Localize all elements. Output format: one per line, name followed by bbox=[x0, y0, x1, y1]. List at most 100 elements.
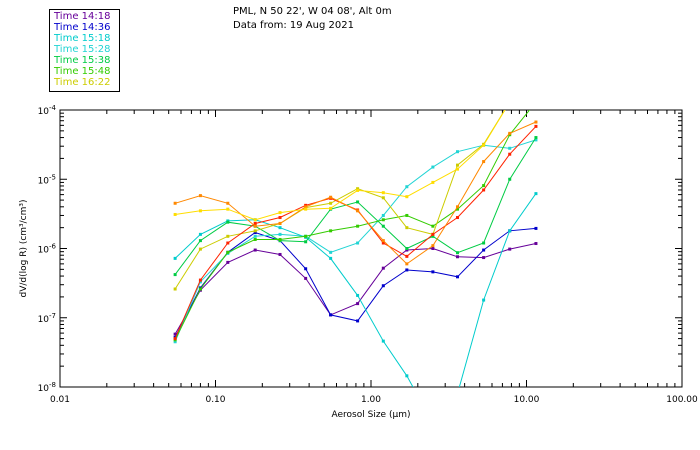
data-point bbox=[198, 287, 202, 291]
data-point bbox=[534, 242, 538, 246]
data-point bbox=[356, 200, 360, 204]
data-point bbox=[278, 232, 282, 236]
data-point bbox=[456, 392, 459, 395]
data-point bbox=[508, 229, 512, 233]
data-point bbox=[278, 221, 282, 225]
data-point bbox=[508, 247, 512, 251]
data-point bbox=[431, 232, 435, 236]
data-point bbox=[356, 188, 360, 192]
data-point bbox=[278, 226, 282, 230]
data-point bbox=[173, 332, 177, 336]
data-point bbox=[482, 160, 486, 164]
data-point bbox=[381, 284, 385, 288]
data-point bbox=[173, 212, 177, 216]
data-point bbox=[278, 237, 282, 241]
data-point bbox=[329, 201, 333, 205]
data-point bbox=[456, 255, 460, 259]
data-point bbox=[356, 319, 360, 323]
data-point bbox=[329, 313, 333, 317]
data-point bbox=[356, 302, 360, 306]
series-line-2 bbox=[174, 227, 536, 338]
data-point bbox=[534, 120, 538, 124]
legend-entry-1: Time 14:18 bbox=[54, 11, 111, 22]
data-point bbox=[226, 241, 230, 245]
data-point bbox=[534, 101, 537, 104]
data-point bbox=[456, 216, 460, 220]
data-point bbox=[278, 216, 282, 220]
data-point bbox=[381, 266, 385, 270]
data-point bbox=[198, 280, 202, 284]
data-point bbox=[482, 184, 486, 188]
data-point bbox=[456, 205, 460, 209]
data-point bbox=[226, 207, 230, 211]
data-point bbox=[356, 293, 360, 297]
x-axis-label: Aerosol Size (μm) bbox=[332, 410, 411, 420]
data-point bbox=[173, 273, 177, 277]
data-point bbox=[253, 229, 257, 233]
data-point bbox=[173, 256, 177, 260]
data-point bbox=[534, 192, 538, 196]
data-point bbox=[482, 241, 486, 245]
data-point bbox=[431, 422, 434, 425]
y-tick-label: 10-8 bbox=[38, 381, 56, 394]
data-point bbox=[534, 138, 538, 142]
data-point bbox=[356, 241, 360, 245]
data-point bbox=[253, 237, 257, 241]
data-point bbox=[431, 224, 435, 228]
data-point bbox=[356, 209, 360, 213]
data-point bbox=[405, 195, 409, 199]
data-point bbox=[482, 298, 486, 302]
data-point bbox=[431, 165, 435, 169]
x-tick-label: 10.00 bbox=[514, 395, 540, 405]
data-point bbox=[405, 262, 409, 266]
data-point bbox=[405, 374, 409, 378]
data-point bbox=[405, 247, 409, 250]
data-point bbox=[173, 337, 177, 341]
data-point bbox=[381, 196, 385, 200]
data-point bbox=[508, 177, 512, 181]
data-point bbox=[329, 256, 333, 260]
x-tick-label: 100.00 bbox=[666, 395, 698, 405]
data-point bbox=[405, 268, 409, 272]
data-point bbox=[405, 213, 409, 217]
data-point bbox=[482, 143, 486, 147]
data-point bbox=[173, 287, 177, 291]
data-point bbox=[381, 213, 385, 217]
data-point bbox=[431, 244, 435, 248]
data-point bbox=[482, 188, 486, 192]
data-point bbox=[456, 163, 460, 167]
plot-frame bbox=[59, 109, 683, 388]
data-point bbox=[356, 187, 360, 191]
data-point bbox=[198, 247, 202, 251]
data-point bbox=[508, 101, 511, 104]
data-point bbox=[534, 136, 538, 140]
data-point bbox=[226, 260, 230, 264]
data-point bbox=[304, 276, 308, 280]
data-point bbox=[253, 218, 257, 222]
data-point bbox=[381, 191, 385, 195]
data-point bbox=[304, 234, 308, 238]
data-point bbox=[534, 101, 537, 104]
data-point bbox=[508, 101, 511, 104]
data-point bbox=[381, 218, 385, 222]
data-point bbox=[381, 239, 385, 243]
data-point bbox=[226, 234, 230, 238]
data-point bbox=[253, 221, 257, 225]
data-point bbox=[534, 101, 537, 104]
data-point bbox=[405, 254, 409, 258]
data-point bbox=[534, 226, 538, 230]
data-point bbox=[253, 224, 257, 228]
data-point bbox=[304, 205, 308, 209]
x-tick-label: 1.00 bbox=[361, 395, 381, 405]
legend-entry-7: Time 16:22 bbox=[54, 77, 111, 88]
data-point bbox=[173, 201, 177, 205]
data-point bbox=[329, 206, 333, 210]
data-point bbox=[405, 248, 409, 252]
data-point bbox=[304, 240, 308, 244]
data-point bbox=[226, 250, 230, 254]
data-point bbox=[226, 220, 230, 224]
data-point bbox=[482, 248, 486, 252]
chart-location-header: PML, N 50 22', W 04 08', Alt 0m bbox=[233, 6, 392, 17]
legend-entry-4: Time 15:28 bbox=[54, 44, 111, 55]
chart-date-header: Data from: 19 Aug 2021 bbox=[233, 20, 354, 31]
